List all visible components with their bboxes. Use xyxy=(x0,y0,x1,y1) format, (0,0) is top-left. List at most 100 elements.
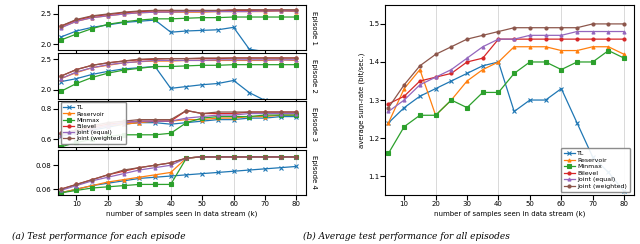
Reservoir xyxy=(401,87,408,90)
Joint (equal) xyxy=(479,45,486,48)
Bilevel xyxy=(620,38,628,41)
Legend: TL, Reservoir, Minmax, Bilevel, Joint (equal), Joint (weighted): TL, Reservoir, Minmax, Bilevel, Joint (e… xyxy=(561,148,630,192)
Joint (equal) xyxy=(447,68,455,71)
Minmax xyxy=(542,61,550,63)
Minmax xyxy=(401,125,408,128)
Joint (weighted) xyxy=(620,22,628,25)
TL xyxy=(385,122,392,124)
Joint (equal) xyxy=(542,34,550,37)
Reservoir xyxy=(495,61,502,63)
Reservoir xyxy=(620,53,628,56)
Reservoir xyxy=(557,49,565,52)
Minmax xyxy=(557,68,565,71)
Minmax xyxy=(620,57,628,60)
Minmax xyxy=(385,152,392,155)
Joint (weighted) xyxy=(589,22,596,25)
Bilevel xyxy=(416,80,424,82)
Minmax xyxy=(510,72,518,75)
Bilevel xyxy=(447,72,455,75)
TL xyxy=(432,87,440,90)
Text: (a) Test performance for each episode: (a) Test performance for each episode xyxy=(12,232,186,241)
Minmax xyxy=(416,114,424,117)
Line: Joint (equal): Joint (equal) xyxy=(387,30,626,113)
Reservoir xyxy=(542,45,550,48)
Y-axis label: Episode 4: Episode 4 xyxy=(311,155,317,189)
Joint (weighted) xyxy=(573,26,581,29)
Joint (equal) xyxy=(573,30,581,33)
Joint (weighted) xyxy=(495,30,502,33)
Joint (weighted) xyxy=(479,34,486,37)
Joint (weighted) xyxy=(542,26,550,29)
Y-axis label: Episode 3: Episode 3 xyxy=(311,107,317,141)
Joint (weighted) xyxy=(385,106,392,109)
Reservoir xyxy=(479,68,486,71)
Joint (equal) xyxy=(495,38,502,41)
TL xyxy=(479,64,486,67)
Minmax xyxy=(432,114,440,117)
TL xyxy=(495,61,502,63)
Joint (weighted) xyxy=(557,26,565,29)
Joint (weighted) xyxy=(463,38,471,41)
Bilevel xyxy=(401,95,408,98)
Reservoir xyxy=(573,49,581,52)
Joint (equal) xyxy=(416,83,424,86)
Bilevel xyxy=(432,76,440,79)
Joint (equal) xyxy=(526,34,534,37)
Reservoir xyxy=(432,114,440,117)
Y-axis label: Episode 2: Episode 2 xyxy=(311,59,317,93)
Joint (equal) xyxy=(589,30,596,33)
Bilevel xyxy=(557,38,565,41)
Joint (weighted) xyxy=(526,26,534,29)
Line: Minmax: Minmax xyxy=(387,49,626,155)
Joint (weighted) xyxy=(510,26,518,29)
Reservoir xyxy=(463,80,471,82)
Minmax xyxy=(495,91,502,94)
Y-axis label: Episode 1: Episode 1 xyxy=(311,11,317,45)
Joint (equal) xyxy=(510,38,518,41)
Minmax xyxy=(463,106,471,109)
Bilevel xyxy=(463,61,471,63)
Reservoir xyxy=(385,122,392,124)
Bilevel xyxy=(542,38,550,41)
Joint (weighted) xyxy=(447,45,455,48)
TL xyxy=(526,99,534,102)
Reservoir xyxy=(589,45,596,48)
Y-axis label: average sum-rate (bit/sec.): average sum-rate (bit/sec.) xyxy=(358,52,365,148)
Line: Bilevel: Bilevel xyxy=(387,38,626,105)
Joint (weighted) xyxy=(605,22,612,25)
Reservoir xyxy=(510,45,518,48)
Joint (weighted) xyxy=(401,83,408,86)
Bilevel xyxy=(605,38,612,41)
Minmax xyxy=(479,91,486,94)
Reservoir xyxy=(447,99,455,102)
TL xyxy=(463,72,471,75)
X-axis label: number of samples seen in data stream (k): number of samples seen in data stream (k… xyxy=(434,210,585,217)
Joint (equal) xyxy=(620,30,628,33)
Bilevel xyxy=(573,38,581,41)
Minmax xyxy=(589,61,596,63)
Text: (b) Average test performance for all episodes: (b) Average test performance for all epi… xyxy=(303,232,510,241)
Reservoir xyxy=(526,45,534,48)
Bilevel xyxy=(510,38,518,41)
TL xyxy=(573,122,581,124)
TL xyxy=(447,80,455,82)
X-axis label: number of samples seen in data stream (k): number of samples seen in data stream (k… xyxy=(106,210,257,217)
TL xyxy=(589,156,596,159)
Joint (weighted) xyxy=(416,64,424,67)
TL xyxy=(605,171,612,174)
Legend: TL, Reservoir, Minmax, Bilevel, Joint (equal), Joint (weighted): TL, Reservoir, Minmax, Bilevel, Joint (e… xyxy=(61,102,126,144)
TL xyxy=(557,87,565,90)
Minmax xyxy=(447,99,455,102)
Reservoir xyxy=(605,45,612,48)
Reservoir xyxy=(416,68,424,71)
Bilevel xyxy=(479,57,486,60)
Joint (weighted) xyxy=(432,53,440,56)
TL xyxy=(416,95,424,98)
Joint (equal) xyxy=(432,76,440,79)
Minmax xyxy=(526,61,534,63)
TL xyxy=(510,110,518,113)
Line: TL: TL xyxy=(387,61,626,193)
TL xyxy=(620,190,628,193)
Line: Joint (weighted): Joint (weighted) xyxy=(387,22,626,109)
Minmax xyxy=(573,61,581,63)
